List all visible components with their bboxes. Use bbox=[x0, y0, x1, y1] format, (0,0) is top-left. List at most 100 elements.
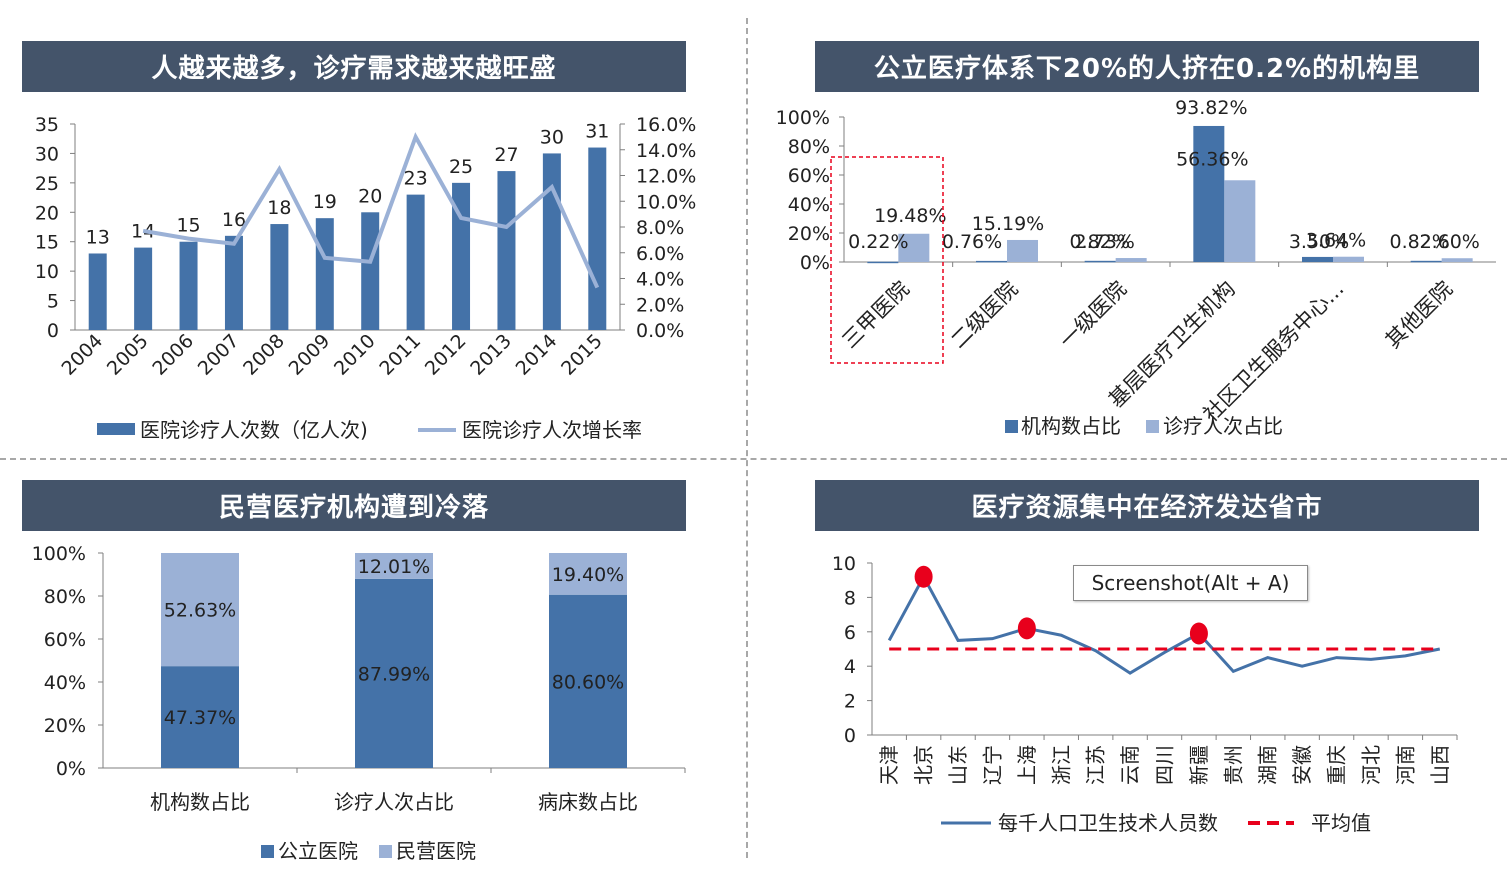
bar-private bbox=[549, 553, 627, 595]
y2-tick-label: 2.0% bbox=[636, 294, 684, 316]
x-tick-label: 江苏 bbox=[1084, 745, 1108, 785]
panel3-title: 民营医疗机构遭到冷落 bbox=[22, 480, 686, 531]
data-label: 15 bbox=[176, 215, 200, 237]
legend-label-bar: 医院诊疗人次数（亿人次) bbox=[140, 418, 368, 442]
y-tick-label: 0 bbox=[844, 725, 856, 747]
data-label: 19 bbox=[313, 191, 337, 213]
bar bbox=[88, 253, 107, 330]
bar bbox=[361, 212, 380, 330]
bar-institution bbox=[1302, 256, 1333, 262]
data-label-institution: 93.82% bbox=[1175, 97, 1247, 119]
bar-institution bbox=[976, 260, 1007, 263]
x-tick-label: 病床数占比 bbox=[538, 790, 638, 814]
y-tick-label: 40% bbox=[788, 194, 830, 216]
legend-swatch-public bbox=[261, 845, 274, 858]
bar-public bbox=[355, 578, 433, 768]
x-tick-label: 贵州 bbox=[1221, 745, 1245, 785]
y-tick-label: 100% bbox=[776, 107, 830, 129]
legend-label-line: 医院诊疗人次增长率 bbox=[462, 418, 642, 442]
data-label: 13 bbox=[86, 226, 110, 248]
x-tick-label: 天津 bbox=[877, 745, 901, 785]
bar bbox=[497, 171, 516, 330]
bar bbox=[542, 153, 561, 330]
x-tick-label: 重庆 bbox=[1325, 745, 1349, 785]
bar-institution bbox=[1193, 125, 1225, 262]
growth-line bbox=[142, 132, 600, 289]
x-tick-label: 2013 bbox=[466, 330, 516, 380]
highlight-point bbox=[1017, 617, 1036, 640]
legend-label-institution: 机构数占比 bbox=[1021, 414, 1121, 438]
legend-label-average: 平均值 bbox=[1311, 811, 1371, 835]
data-label-visits: 15.19% bbox=[972, 213, 1044, 235]
legend-label-staff: 每千人口卫生技术人员数 bbox=[998, 811, 1218, 835]
x-tick-label: 四川 bbox=[1153, 745, 1177, 785]
y-tick-label: 60% bbox=[44, 629, 86, 651]
legend-label-visits: 诊疗人次占比 bbox=[1163, 414, 1283, 438]
x-tick-label: 新疆 bbox=[1187, 745, 1211, 785]
public-private-chart: 0% 20% 40% 60% 80% 100% 47.37% 52.63% 机构数占比 87.99… bbox=[32, 543, 686, 863]
screenshot-tooltip: Screenshot(Alt + A) bbox=[1073, 565, 1308, 601]
legend-swatch-bar bbox=[97, 423, 135, 435]
bar-visits bbox=[1115, 258, 1147, 262]
data-label-visits: 19.48% bbox=[874, 205, 946, 227]
bar-visits bbox=[1224, 180, 1256, 262]
bar bbox=[315, 218, 334, 330]
data-label-institution: 0.22% bbox=[848, 231, 908, 253]
province-staff-chart: 0 2 4 6 8 10 天津 北京 山东 辽宁 上海 浙江 江苏 云南 四川 新疆 贵州 湖南 安徽 重庆 河北 河南山… bbox=[832, 553, 1458, 835]
panel1-title: 人越来越多，诊疗需求越来越旺盛 bbox=[22, 41, 686, 92]
bar bbox=[588, 147, 607, 330]
bar bbox=[224, 235, 243, 330]
y-tick-label: 15 bbox=[35, 232, 59, 254]
x-tick-label: 浙江 bbox=[1049, 745, 1073, 785]
data-label: 30 bbox=[540, 126, 564, 148]
highlight-box bbox=[830, 156, 944, 364]
bar-visits bbox=[1441, 258, 1473, 262]
y-tick-label: 0% bbox=[56, 758, 86, 780]
x-tick-label: 山东 bbox=[946, 745, 970, 785]
horizontal-divider bbox=[0, 458, 1507, 460]
y-tick-label: 8 bbox=[844, 587, 856, 609]
y-tick-label: 4 bbox=[844, 656, 856, 678]
data-label-visits: 2.60% bbox=[1419, 231, 1479, 253]
visits-chart: 0 5 10 15 20 25 30 35 0.0% 2.0% 4.0% 6.0% 8.0% 10.0% 1… bbox=[35, 114, 697, 442]
bar bbox=[406, 194, 425, 330]
x-tick-label: 2014 bbox=[512, 330, 562, 380]
bar-visits bbox=[1007, 239, 1038, 262]
y-tick-label: 0% bbox=[800, 252, 830, 274]
bar bbox=[134, 247, 153, 330]
bar-private bbox=[355, 553, 433, 579]
data-label: 23 bbox=[404, 168, 428, 190]
panel4-title: 医疗资源集中在经济发达省市 bbox=[815, 480, 1479, 531]
bar bbox=[270, 224, 289, 330]
data-label-private: 12.01% bbox=[358, 556, 430, 578]
legend-swatch-visits bbox=[1146, 420, 1159, 433]
y-tick-label: 10 bbox=[832, 553, 856, 575]
y2-tick-label: 4.0% bbox=[636, 269, 684, 291]
x-tick-label: 二级医院 bbox=[946, 277, 1022, 353]
bar-public bbox=[161, 666, 239, 768]
y-tick-label: 100% bbox=[32, 543, 86, 565]
y2-tick-label: 8.0% bbox=[636, 217, 684, 239]
legend-swatch-institution bbox=[1005, 420, 1018, 433]
legend-label-private: 民营医院 bbox=[396, 839, 476, 863]
y-tick-label: 25 bbox=[35, 173, 59, 195]
data-label-institution: 0.76% bbox=[942, 231, 1002, 253]
data-label: 27 bbox=[494, 144, 518, 166]
y-tick-label: 35 bbox=[35, 114, 59, 136]
y-tick-label: 6 bbox=[844, 622, 856, 644]
y2-tick-label: 6.0% bbox=[636, 243, 684, 265]
legend-swatch-private bbox=[379, 845, 392, 858]
highlight-point bbox=[914, 565, 933, 588]
data-label-visits: 3.64% bbox=[1306, 230, 1366, 252]
y2-tick-label: 0.0% bbox=[636, 320, 684, 342]
legend-label-public: 公立医院 bbox=[278, 839, 358, 863]
x-tick-label: 2012 bbox=[421, 330, 471, 380]
data-label-private: 52.63% bbox=[164, 600, 236, 622]
bar bbox=[179, 241, 198, 330]
y2-tick-label: 14.0% bbox=[636, 140, 696, 162]
x-tick-label: 2010 bbox=[330, 330, 380, 380]
institution-share-chart: 0% 20% 40% 60% 80% 100% 0.22% 19.48% 三甲医院 0.76%15… bbox=[776, 97, 1496, 438]
x-tick-label: 2005 bbox=[103, 330, 153, 380]
data-label-institution: 3.50% bbox=[1289, 231, 1349, 253]
x-tick-label: 2006 bbox=[148, 330, 198, 380]
